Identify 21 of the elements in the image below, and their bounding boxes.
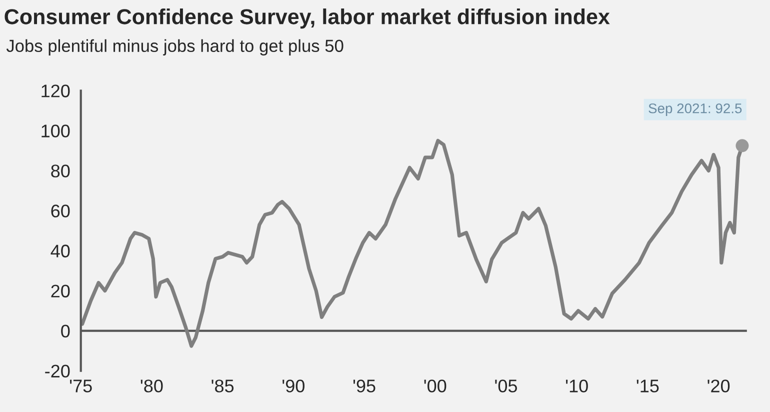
y-tick-label: 40 xyxy=(50,244,70,258)
x-tick-label: '20 xyxy=(708,380,730,392)
y-tick-label: 100 xyxy=(42,124,70,138)
y-tick-label: -20 xyxy=(45,364,70,378)
chart-subtitle: Jobs plentiful minus jobs hard to get plus 50 xyxy=(6,39,344,56)
x-tick-label: '90 xyxy=(282,380,304,392)
x-tick-label: '85 xyxy=(212,380,234,392)
x-tick-label: '80 xyxy=(140,380,163,392)
y-tick-label: 60 xyxy=(51,204,70,218)
x-tick-label: '10 xyxy=(566,380,588,392)
y-tick-label: 120 xyxy=(42,84,70,98)
x-tick-label: '05 xyxy=(495,380,517,392)
chart-title: Consumer Confidence Survey, labor market diffusion index xyxy=(4,8,610,29)
y-tick-label: 20 xyxy=(51,284,70,298)
y-tick-label: 0 xyxy=(61,324,70,338)
x-tick-label: '95 xyxy=(353,380,376,392)
annotation: Sep 2021: 92.5 xyxy=(648,103,742,116)
x-tick-label: '00 xyxy=(424,380,446,392)
x-tick-label: '75 xyxy=(70,380,92,392)
x-tick-label: '15 xyxy=(636,380,659,392)
y-tick-label: 80 xyxy=(51,164,70,178)
